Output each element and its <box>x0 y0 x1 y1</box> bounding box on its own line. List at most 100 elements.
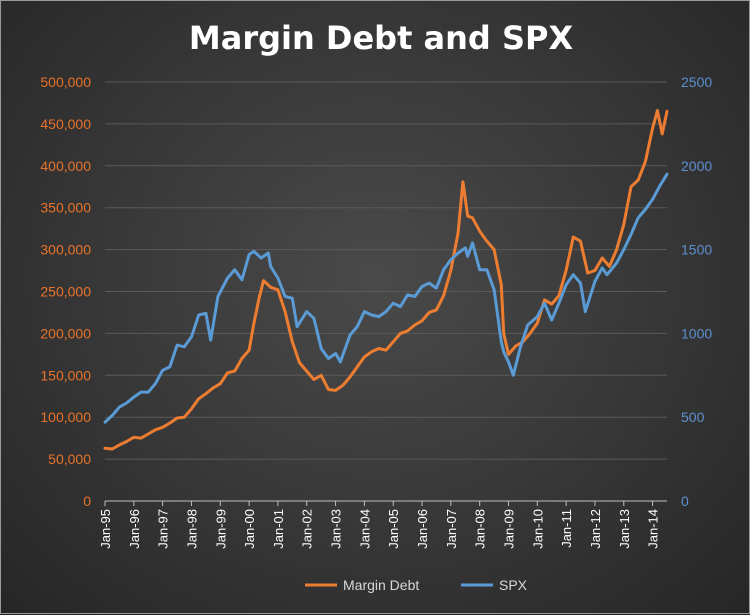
x-tick-label: Jan-11 <box>559 509 574 548</box>
spx-point <box>284 295 286 298</box>
x-tick-label: Jan-97 <box>156 509 171 549</box>
margin-debt-point <box>334 389 337 392</box>
margin-debt-point <box>205 392 207 395</box>
spx-point <box>572 273 575 276</box>
spx-point <box>471 242 474 244</box>
spx-point <box>543 302 546 305</box>
margin-debt-point <box>399 332 402 335</box>
margin-debt-point <box>462 180 464 183</box>
margin-debt-point <box>140 437 142 439</box>
spx-point <box>558 302 560 305</box>
spx-point <box>623 248 625 251</box>
spx-point <box>161 369 164 372</box>
margin-debt-point <box>558 294 560 297</box>
spx-point <box>176 344 178 346</box>
spx-point <box>493 289 495 291</box>
margin-debt-point <box>257 299 260 301</box>
margin-debt-point <box>450 269 452 272</box>
spx-point <box>241 279 243 281</box>
spx-point <box>169 366 171 368</box>
spx-point <box>659 185 661 187</box>
margin-debt-point <box>651 127 654 129</box>
margin-debt-point <box>385 349 387 352</box>
margin-debt-point <box>284 310 286 313</box>
margin-debt-point <box>586 272 589 274</box>
margin-debt-point <box>630 186 632 188</box>
margin-debt-point <box>104 447 106 450</box>
spx-point <box>428 282 431 284</box>
x-tick-label: Jan-13 <box>617 509 632 549</box>
margin-debt-point <box>514 345 517 347</box>
spx-point <box>406 294 409 296</box>
margin-debt-point <box>435 309 438 311</box>
spx-point <box>363 310 366 313</box>
x-tick-label: Jan-10 <box>530 509 545 549</box>
margin-debt-point <box>125 440 128 443</box>
margin-debt-point <box>111 448 113 450</box>
spx-point <box>147 391 149 393</box>
x-tick-label: Jan-07 <box>444 509 459 549</box>
spx-point <box>356 325 359 328</box>
spx-point <box>140 391 142 393</box>
margin-debt-point <box>442 294 445 297</box>
spx-point <box>601 267 603 269</box>
spx-point <box>133 396 135 398</box>
spx-point <box>392 302 395 305</box>
x-tick-label: Jan-99 <box>213 509 228 549</box>
margin-debt-point <box>241 357 243 360</box>
spx-point <box>104 421 106 424</box>
right-tick-label: 0 <box>681 493 689 509</box>
spx-point <box>666 173 668 175</box>
left-tick-label: 200,000 <box>40 325 91 341</box>
margin-debt-point <box>378 347 380 350</box>
margin-debt-point <box>466 215 469 217</box>
margin-debt-point <box>226 372 229 374</box>
margin-debt-point <box>601 257 603 259</box>
margin-debt-point <box>327 388 330 391</box>
right-tick-label: 2000 <box>681 158 712 174</box>
margin-debt-point <box>161 426 164 429</box>
spx-point <box>248 253 250 256</box>
margin-debt-point <box>320 374 323 377</box>
spx-point <box>507 361 510 363</box>
margin-debt-point <box>253 322 255 325</box>
margin-debt-point <box>536 322 539 325</box>
left-tick-label: 100,000 <box>40 409 91 425</box>
spx-point <box>644 208 647 211</box>
spx-point <box>378 315 380 318</box>
spx-point <box>217 295 219 298</box>
margin-debt-line <box>103 109 669 451</box>
margin-debt-point <box>356 366 359 368</box>
margin-debt-point <box>248 349 250 352</box>
margin-debt-point <box>233 370 236 372</box>
x-tick-label: Jan-08 <box>473 509 488 549</box>
spx-point <box>190 336 193 338</box>
margin-debt-point <box>623 223 625 226</box>
margin-debt-point <box>169 422 171 424</box>
spx-point <box>442 268 445 271</box>
spx-point <box>277 277 279 279</box>
spx-line <box>103 172 669 424</box>
x-tick-label: Jan-09 <box>501 509 516 549</box>
left-axis: 0 50,000 100,000 150,000 200,000 250,000 300,0… <box>40 74 91 509</box>
spx-point <box>500 341 503 343</box>
margin-debt-point <box>392 341 395 343</box>
spx-point <box>385 310 387 313</box>
gridlines <box>105 81 667 460</box>
margin-debt-point <box>507 353 510 356</box>
x-tick-label: Jan-03 <box>329 509 344 549</box>
margin-debt-point <box>579 240 582 242</box>
left-tick-label: 50,000 <box>48 451 91 467</box>
x-tick-label: Jan-98 <box>184 509 199 549</box>
margin-debt-point <box>608 265 611 268</box>
margin-debt-point <box>190 408 193 410</box>
x-axis: Jan-95 Jan-96 Jan-97 Jan-98 Jan-99 Jan-00 Jan-… <box>98 500 667 549</box>
x-tick-label: Jan-95 <box>98 509 113 549</box>
spx-point <box>233 268 236 271</box>
x-tick-label: Jan-96 <box>127 509 142 549</box>
right-tick-label: 1000 <box>681 325 712 341</box>
chart-title: Margin Debt and SPX <box>189 19 574 57</box>
spx-point <box>464 247 467 249</box>
right-tick-label: 500 <box>681 409 705 425</box>
x-tick-label: Jan-00 <box>242 509 257 549</box>
